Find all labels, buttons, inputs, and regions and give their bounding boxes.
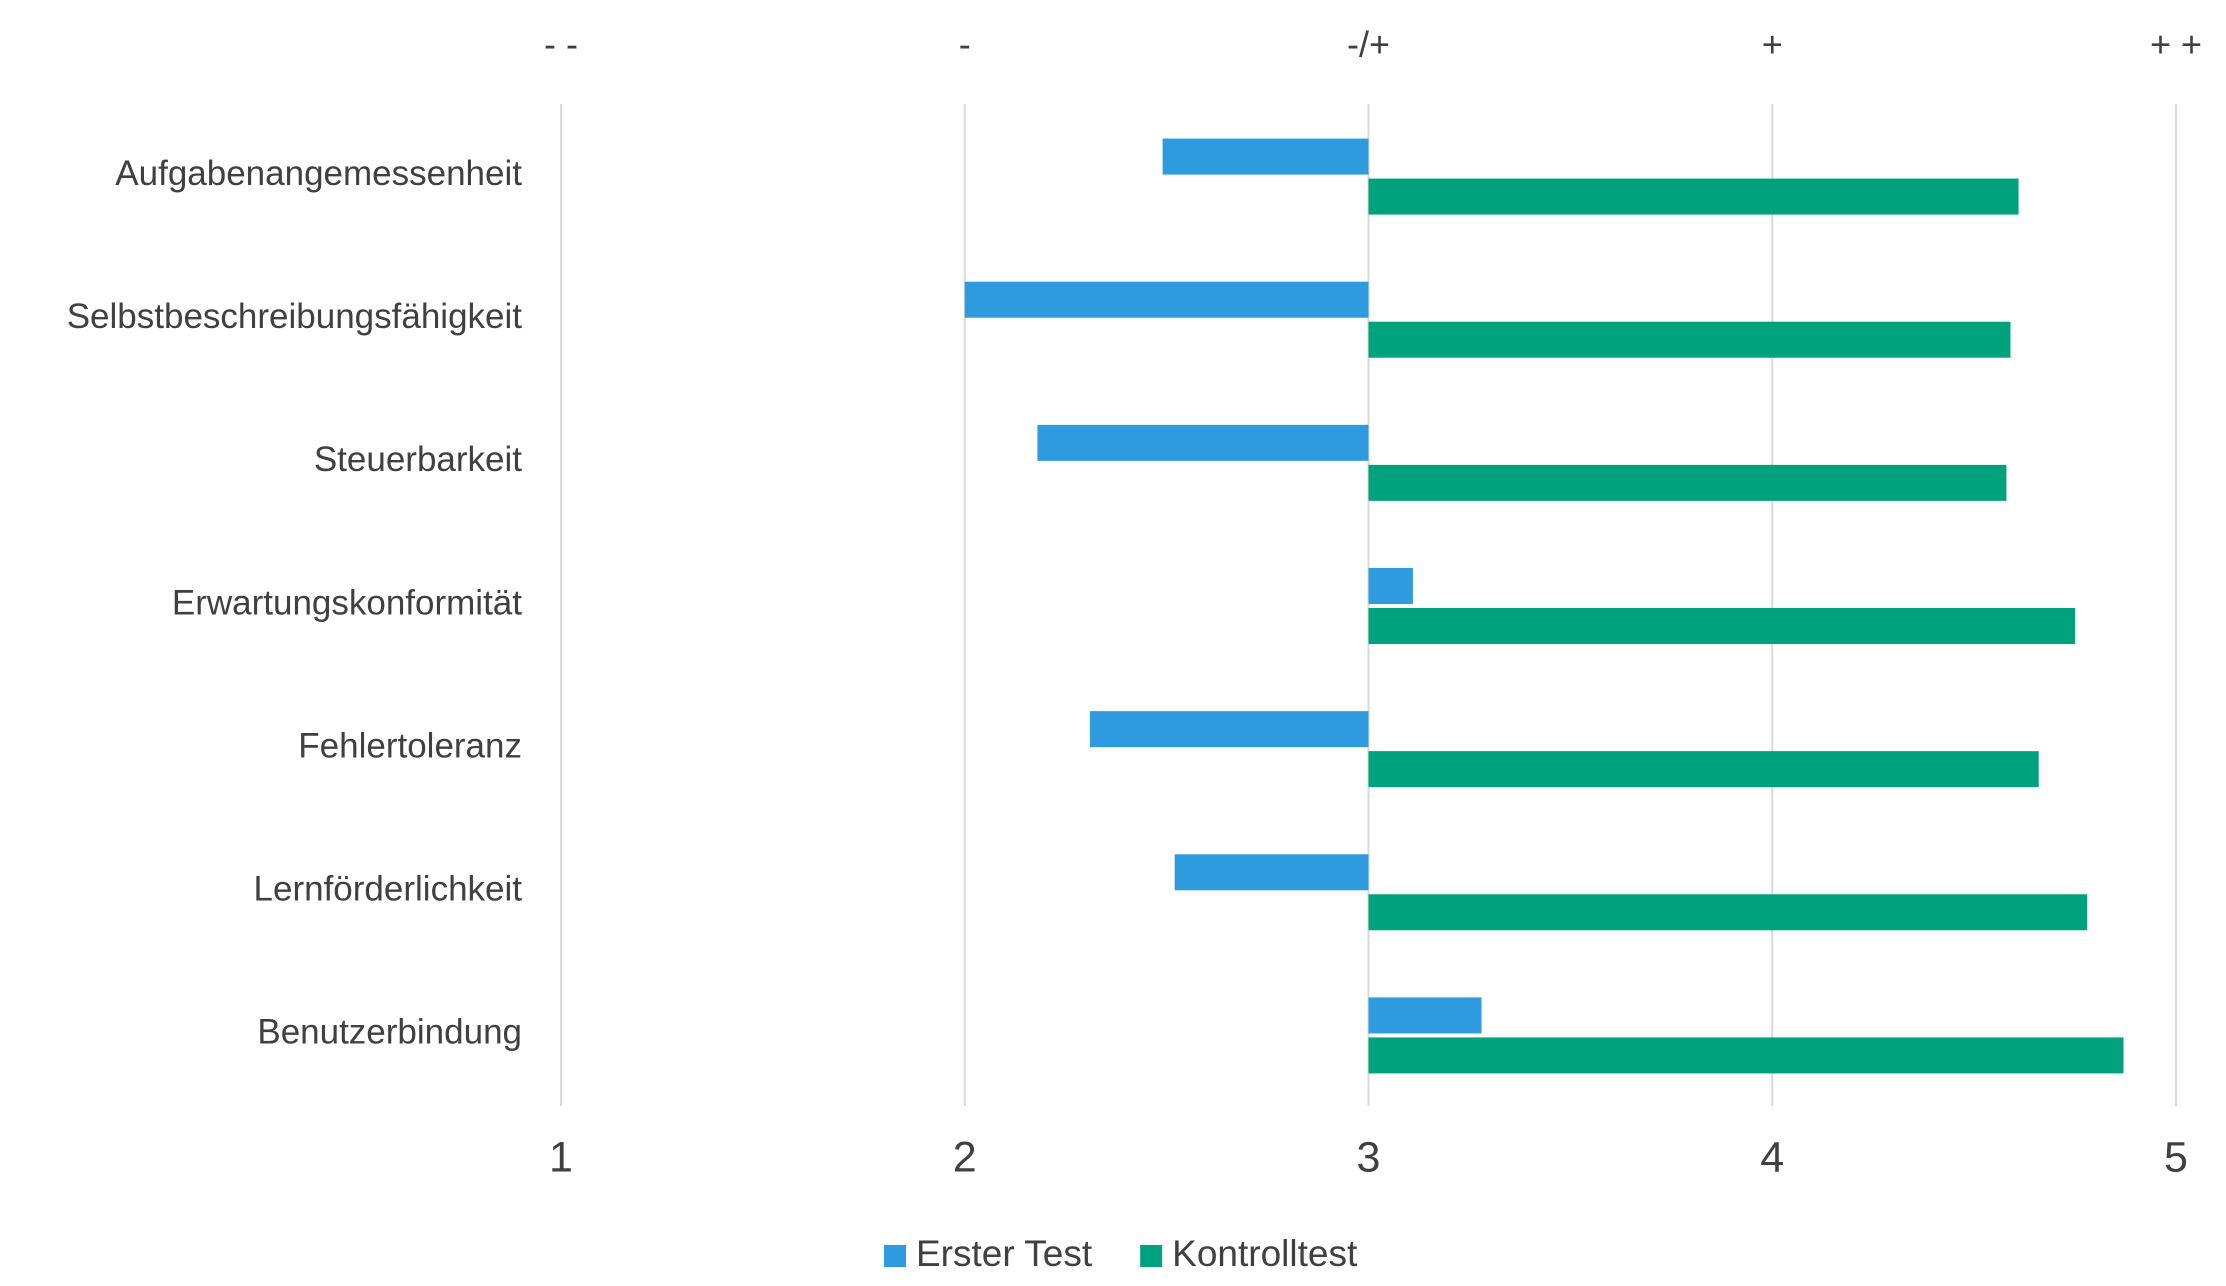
category-label: Selbstbeschreibungsfähigkeit [67, 297, 523, 336]
bar [1368, 608, 2076, 644]
category-label: Aufgabenangemessenheit [115, 154, 522, 193]
bar [1037, 424, 1369, 461]
category-label: Steuerbarkeit [314, 440, 522, 479]
x-tick-label: 5 [2164, 1133, 2188, 1181]
bar [964, 281, 1369, 318]
bar [1368, 894, 2088, 931]
category-label: Lernförderlichkeit [254, 870, 523, 909]
bar [1368, 997, 1482, 1034]
x-tick-label: 3 [1357, 1133, 1381, 1181]
bar [1162, 138, 1369, 175]
bar [1368, 178, 2019, 215]
bar [1368, 568, 1413, 604]
bar [1368, 751, 2039, 788]
x2-tick-label: - [959, 24, 971, 65]
x2-tick-label: + [1762, 24, 1783, 65]
bar [1089, 711, 1369, 748]
legend-label: Kontrolltest [1172, 1233, 1358, 1274]
x-tick-label: 4 [1760, 1133, 1784, 1181]
x-tick-label: 1 [549, 1133, 573, 1181]
legend-swatch [884, 1245, 906, 1267]
legend-label: Erster Test [916, 1233, 1093, 1274]
legend-swatch [1140, 1245, 1163, 1267]
x2-tick-label: -/+ [1347, 24, 1390, 65]
bar [1368, 464, 2007, 501]
bar [1368, 321, 2011, 358]
x2-tick-label: + + [2150, 24, 2202, 65]
x2-tick-label: - - [544, 24, 578, 65]
category-label: Erwartungskonformität [172, 583, 522, 622]
category-label: Benutzerbindung [257, 1013, 522, 1052]
x-tick-label: 2 [953, 1133, 977, 1181]
category-label: Fehlertoleranz [298, 726, 522, 765]
bar [1174, 854, 1369, 891]
bar [1368, 1037, 2124, 1074]
